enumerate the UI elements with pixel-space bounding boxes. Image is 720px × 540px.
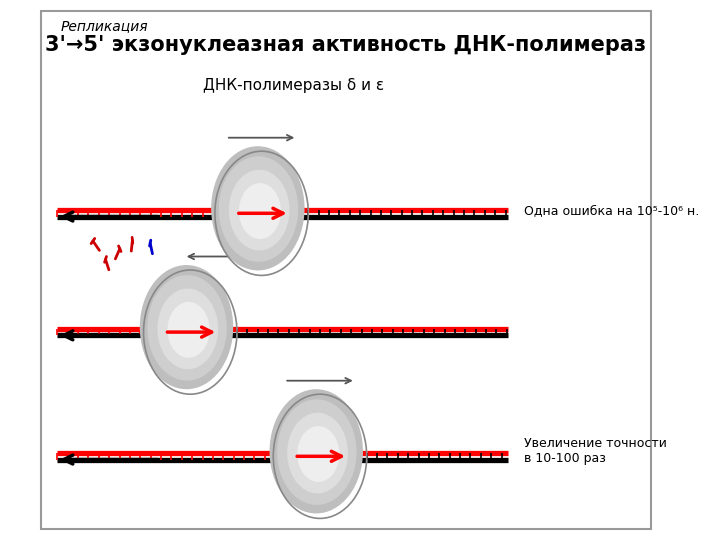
Ellipse shape: [148, 275, 227, 381]
Text: 3'→5' экзонуклеазная активность ДНК-полимераз: 3'→5' экзонуклеазная активность ДНК-поли…: [45, 35, 647, 55]
Text: Репликация: Репликация: [60, 19, 148, 33]
Ellipse shape: [269, 389, 363, 514]
Ellipse shape: [158, 288, 218, 369]
Ellipse shape: [219, 156, 298, 262]
Ellipse shape: [277, 399, 356, 505]
Ellipse shape: [229, 170, 289, 251]
Text: ДНК-полимеразы δ и ε: ДНК-полимеразы δ и ε: [204, 78, 384, 93]
Ellipse shape: [297, 426, 339, 482]
Ellipse shape: [168, 302, 210, 358]
Ellipse shape: [239, 183, 281, 239]
FancyBboxPatch shape: [41, 11, 651, 529]
Ellipse shape: [211, 146, 305, 271]
Text: Увеличение точности
в 10-100 раз: Увеличение точности в 10-100 раз: [524, 437, 667, 465]
Ellipse shape: [287, 413, 348, 494]
Ellipse shape: [140, 265, 233, 389]
Text: Одна ошибка на 10⁵-10⁶ н.: Одна ошибка на 10⁵-10⁶ н.: [524, 204, 700, 217]
